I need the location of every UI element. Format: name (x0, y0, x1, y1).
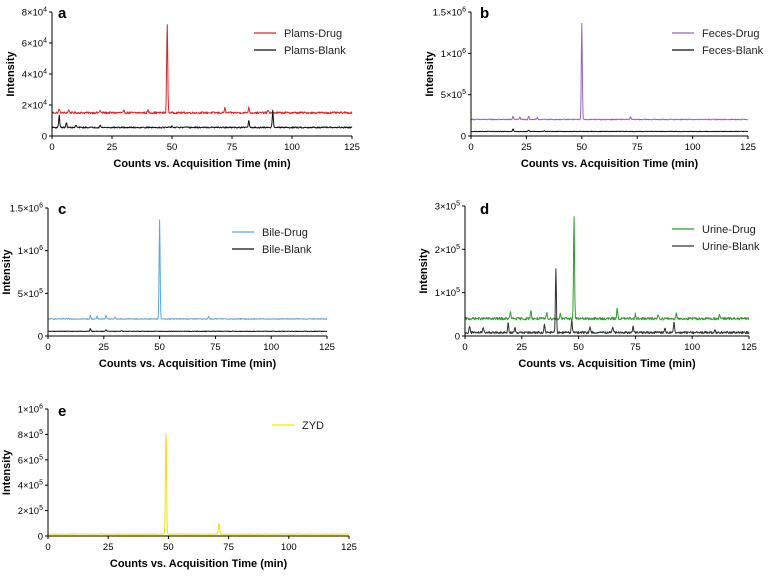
x-axis-title: Counts vs. Acquisition Time (min) (99, 358, 277, 370)
y-tick-label: 4×105 (18, 480, 43, 492)
panel-label: e (58, 403, 66, 420)
x-tick-label: 50 (167, 142, 178, 153)
panel-label: c (58, 201, 66, 218)
x-tick-label: 125 (341, 542, 357, 553)
x-tick-label: 50 (154, 342, 165, 353)
chart-panel-d: d 0 25 50 75 100 125 0 1×105 2×105 3×105 Counts vs.… (418, 201, 760, 371)
x-tick-label: 75 (630, 342, 641, 353)
x-tick-label: 0 (462, 342, 467, 353)
x-tick-label: 25 (521, 142, 532, 153)
chart-panel-c: c 0 25 50 75 100 125 0 5×105 1×106 1.5×106 Counts v… (1, 201, 335, 370)
x-tick-label: 100 (281, 542, 297, 553)
x-tick-label: 0 (468, 142, 473, 153)
chart-panel-e: e 0 25 50 75 100 125 0 2×105 4×105 6×105 8×105 1×106… (1, 403, 357, 570)
y-axis-title: Intensity (5, 51, 17, 97)
x-tick-label: 25 (99, 342, 110, 353)
x-tick-label: 25 (107, 142, 118, 153)
legend-label: Urine-Drug (702, 224, 756, 236)
panel-label: b (480, 5, 489, 22)
x-tick-label: 100 (284, 142, 300, 153)
x-tick-label: 75 (223, 542, 234, 553)
legend-label: Bile-Blank (262, 244, 312, 256)
legend-label: Bile-Drug (262, 227, 308, 239)
x-tick-label: 25 (103, 542, 114, 553)
x-tick-label: 50 (577, 142, 588, 153)
legend-label: Urine-Blank (702, 241, 760, 253)
x-tick-label: 125 (344, 142, 360, 153)
y-tick-label: 8×104 (22, 7, 47, 19)
x-tick-label: 50 (573, 342, 584, 353)
series-line-plams-blank (51, 109, 353, 129)
y-tick-label: 5×105 (441, 89, 466, 101)
legend: Bile-Drug Bile-Blank (232, 227, 312, 256)
y-axis-title: Intensity (424, 51, 436, 97)
x-tick-label: 75 (632, 142, 643, 153)
series-line-urine-blank (464, 268, 750, 335)
y-tick-label: 2×105 (435, 244, 460, 256)
x-tick-label: 75 (210, 342, 221, 353)
y-tick-label: 2×104 (22, 100, 47, 112)
y-axis-title: Intensity (1, 449, 13, 495)
y-tick-label: 0 (461, 132, 466, 143)
x-axis-title: Counts vs. Acquisition Time (min) (110, 558, 288, 570)
x-axis-title: Counts vs. Acquisition Time (min) (518, 358, 696, 370)
y-tick-label: 1.5×106 (433, 7, 466, 19)
legend: Urine-Drug Urine-Blank (672, 224, 760, 253)
y-tick-label: 4×104 (22, 69, 47, 81)
series-line-zyd (47, 433, 350, 535)
legend: Plams-Drug Plams-Blank (254, 28, 346, 57)
y-tick-label: 1.5×106 (10, 203, 43, 215)
legend-label: Feces-Blank (702, 45, 764, 57)
legend: Feces-Drug Feces-Blank (672, 28, 764, 57)
y-tick-label: 0 (455, 332, 460, 343)
legend-label: Plams-Drug (284, 28, 342, 40)
y-tick-label: 1×105 (435, 287, 460, 299)
y-tick-label: 6×104 (22, 38, 47, 50)
y-tick-label: 0 (38, 332, 43, 343)
x-axis-title: Counts vs. Acquisition Time (min) (521, 158, 699, 170)
y-tick-label: 0 (42, 132, 47, 143)
legend-label: Feces-Drug (702, 28, 759, 40)
x-axis-title: Counts vs. Acquisition Time (min) (113, 158, 291, 170)
y-tick-label: 8×105 (18, 429, 43, 441)
x-tick-label: 125 (319, 342, 335, 353)
series-line-plams-drug (51, 24, 353, 115)
panel-label: a (58, 5, 67, 22)
x-tick-label: 100 (685, 142, 701, 153)
y-tick-label: 1×106 (18, 404, 43, 416)
series-line-bile-drug (47, 219, 328, 320)
x-tick-label: 0 (45, 342, 50, 353)
y-tick-label: 6×105 (18, 454, 43, 466)
series-line-urine-drug (464, 216, 750, 321)
x-tick-label: 100 (263, 342, 279, 353)
x-tick-label: 125 (741, 342, 757, 353)
chart-panel-a: a 0 25 50 75 100 125 0 2×104 4×104 6×104 8×104 Count… (5, 5, 360, 170)
series-line-feces-drug (470, 22, 749, 121)
chart-panel-b: b 0 25 50 75 100 125 0 5×105 1×106 1.5×106 Counts v… (424, 5, 764, 170)
x-tick-label: 0 (49, 142, 54, 153)
x-tick-label: 50 (163, 542, 174, 553)
x-tick-label: 0 (45, 542, 50, 553)
x-tick-label: 100 (684, 342, 700, 353)
x-tick-label: 25 (517, 342, 528, 353)
y-tick-label: 5×105 (18, 288, 43, 300)
x-tick-label: 125 (740, 142, 756, 153)
y-tick-label: 3×105 (435, 201, 460, 213)
y-tick-label: 2×105 (18, 505, 43, 517)
series-line-feces-blank (470, 128, 749, 133)
legend-label: Plams-Blank (284, 45, 346, 57)
series-line-bile-blank (47, 328, 328, 333)
y-axis-title: Intensity (1, 249, 13, 295)
y-axis-title: Intensity (418, 248, 430, 294)
panel-label: d (480, 201, 489, 218)
y-tick-label: 1×106 (18, 245, 43, 257)
y-tick-label: 0 (38, 532, 43, 543)
y-tick-label: 1×106 (441, 48, 466, 60)
x-tick-label: 75 (227, 142, 238, 153)
legend-label: ZYD (302, 420, 324, 432)
legend: ZYD (272, 420, 324, 432)
